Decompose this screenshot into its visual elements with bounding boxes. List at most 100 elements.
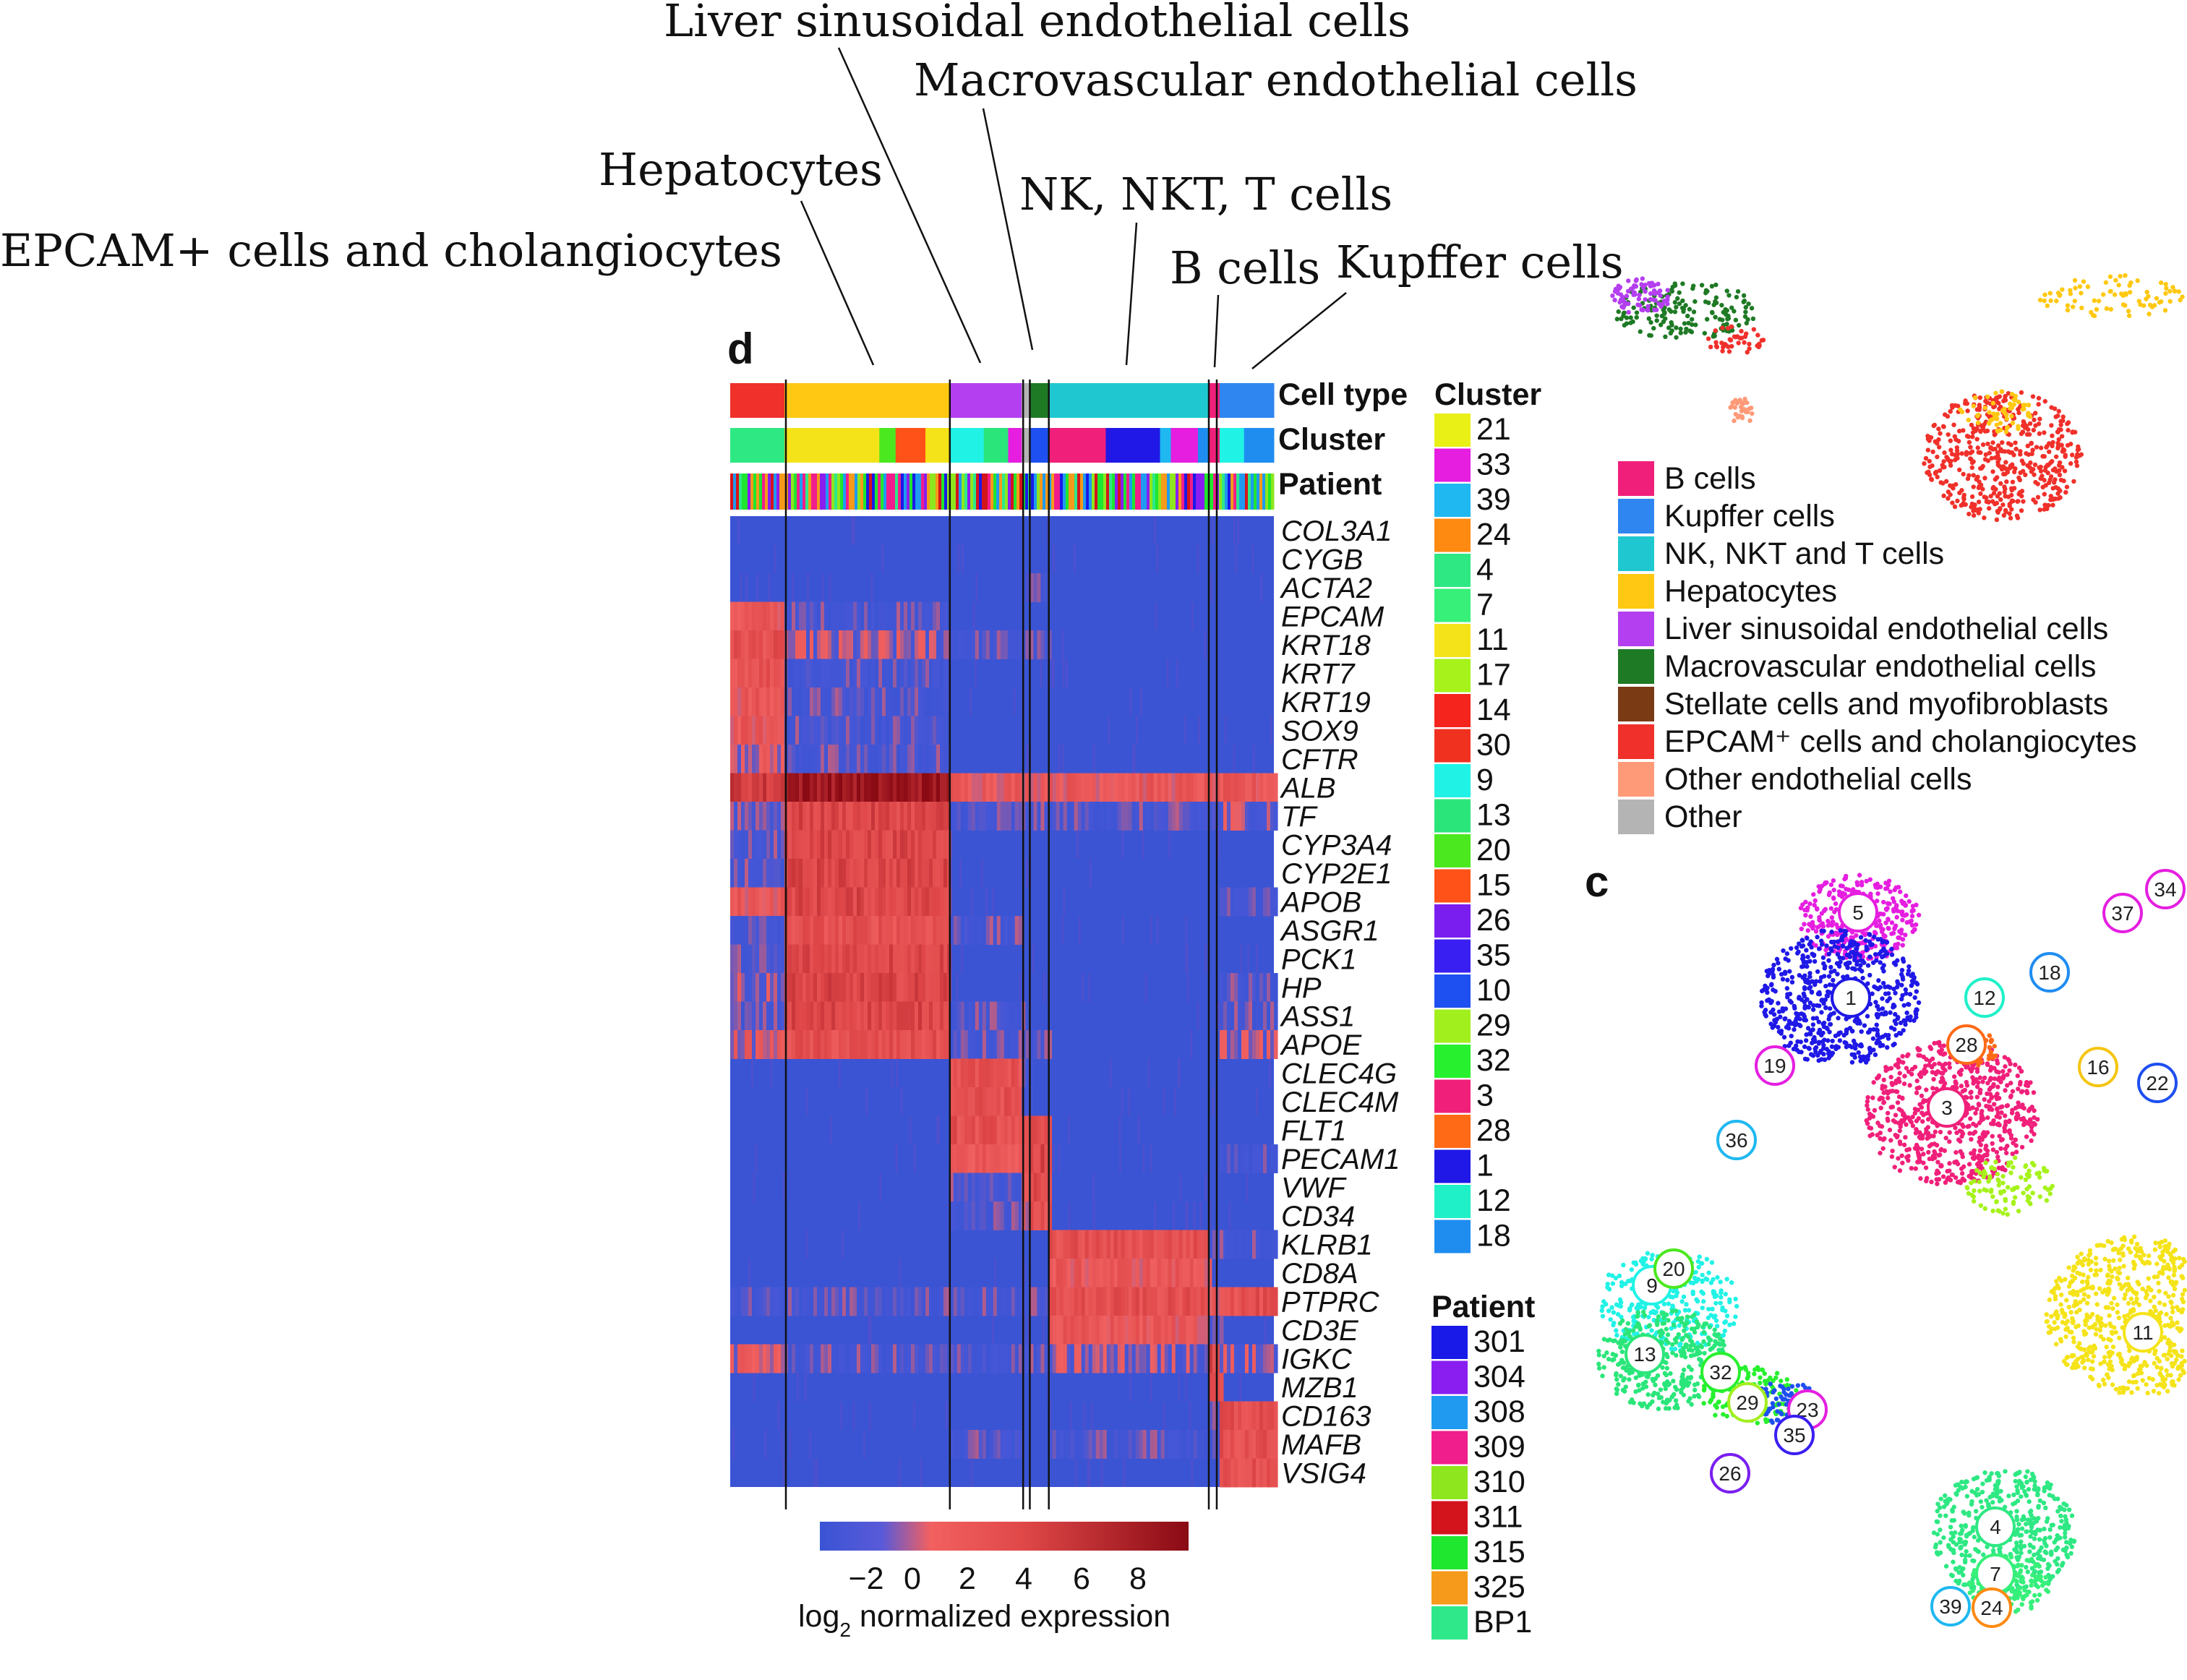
scatter-point: [1942, 1493, 1948, 1499]
scatter-point: [1705, 288, 1710, 294]
scatter-point: [2007, 1068, 2012, 1073]
celltype-legend-label: Liver sinusoidal endothelial cells: [1664, 612, 2108, 646]
scatter-point: [2025, 1193, 2031, 1199]
scatter-point: [1719, 1290, 1724, 1295]
cluster-marker-label: 1: [1845, 987, 1857, 1009]
scatter-point: [2107, 1359, 2113, 1364]
scatter-point: [2008, 515, 2013, 520]
scatter-point: [2094, 1327, 2100, 1332]
scatter-point: [1758, 1380, 1763, 1386]
scatter-point: [2157, 1254, 2162, 1259]
scatter-point: [2065, 303, 2071, 308]
scatter-point: [2151, 1389, 2157, 1394]
celltype-legend-label: NK, NKT and T cells: [1664, 536, 1944, 571]
scatter-point: [2098, 1361, 2103, 1366]
scatter-point: [1674, 325, 1679, 330]
scatter-point: [1804, 1032, 1809, 1037]
scatter-point: [1947, 1139, 1952, 1144]
cluster-marker-circle: [1653, 1248, 1694, 1289]
scatter-point: [2139, 1371, 2144, 1376]
scatter-point: [1626, 278, 1631, 283]
scatter-point: [1699, 1359, 1704, 1364]
scatter-point: [2058, 1513, 2063, 1519]
scatter-point: [2024, 1558, 2029, 1563]
scatter-point: [1985, 400, 1990, 406]
scatter-point: [2048, 1482, 2053, 1488]
scatter-point: [1921, 1152, 1926, 1157]
scatter-point: [2045, 303, 2050, 309]
scatter-point: [2042, 478, 2047, 483]
scatter-point: [1880, 980, 1886, 986]
scatter-point: [2093, 1256, 2099, 1261]
scatter-point: [1637, 1388, 1642, 1393]
scatter-point: [2068, 461, 2073, 466]
scatter-point: [2047, 1493, 2053, 1498]
scatter-point: [2034, 1598, 2040, 1603]
scatter-point: [2136, 1302, 2142, 1308]
scatter-point: [1875, 1032, 1880, 1037]
scatter-point: [1749, 306, 1755, 311]
scatter-point: [2123, 1292, 2128, 1298]
scatter-point: [1621, 1262, 1626, 1268]
scatter-point: [1653, 1376, 1658, 1381]
scatter-point: [2062, 1507, 2067, 1512]
scatter-point: [1957, 467, 1962, 473]
cluster-marker-label: 19: [1763, 1055, 1786, 1077]
scatter-point: [2157, 1300, 2162, 1306]
scatter-point: [1669, 1346, 1674, 1352]
scatter-point: [1673, 1398, 1679, 1403]
scatter-point: [2009, 498, 2015, 503]
scatter-point: [2104, 306, 2110, 312]
scatter-point: [2069, 453, 2075, 458]
scatter-point: [1652, 307, 1657, 312]
scatter-point: [1714, 1333, 1719, 1339]
scatter-point: [2103, 1305, 2109, 1310]
scatter-point: [1896, 981, 1901, 986]
scatter-point: [2004, 416, 2009, 421]
scatter-point: [2150, 1377, 2156, 1382]
scatter-point: [1980, 1504, 1985, 1510]
scatter-point: [2081, 1297, 2087, 1302]
scatter-point: [1626, 309, 1631, 315]
annotation-bars: [730, 383, 1275, 510]
scatter-point: [1938, 480, 1943, 485]
scatter-point: [1782, 969, 1788, 974]
scatter-point: [2084, 1300, 2090, 1306]
scatter-point: [1729, 305, 1734, 310]
scatter-point: [2106, 1278, 2112, 1284]
scatter-point: [1953, 1567, 1959, 1572]
scatter-point: [2058, 1293, 2064, 1298]
scatter-point: [2027, 1549, 2032, 1554]
scatter-point: [1826, 923, 1831, 928]
scatter-point: [1810, 1040, 1815, 1046]
scatter-point: [1995, 429, 2000, 434]
scatter-point: [1640, 1261, 1645, 1267]
annotation-leader-lines: [800, 47, 1347, 369]
scatter-point: [2002, 449, 2008, 454]
scatter-point: [2021, 1517, 2026, 1522]
scatter-point: [2003, 1469, 2008, 1474]
scatter-point: [1818, 974, 1824, 980]
scatter-point: [2011, 453, 2016, 458]
scatter-point: [2055, 1556, 2060, 1561]
scatter-point: [2122, 1237, 2128, 1243]
scatter-point: [2050, 502, 2055, 507]
scatter-point: [1834, 930, 1839, 935]
scatter-point: [1906, 968, 1912, 974]
scatter-point: [1681, 1294, 1687, 1300]
scatter-point: [2154, 1364, 2160, 1370]
scatter-point: [1679, 1374, 1685, 1380]
scatter-point: [2111, 1258, 2116, 1263]
scatter-point: [1656, 1314, 1661, 1319]
scatter-point: [1715, 1274, 1720, 1280]
scatter-point: [1664, 1400, 1669, 1405]
scatter-point: [1916, 1053, 1921, 1058]
scatter-point: [2179, 1274, 2184, 1279]
scatter-point: [2029, 1556, 2034, 1562]
scatter-point: [1712, 1327, 1717, 1332]
scatter-point: [1938, 1043, 1943, 1048]
scatter-point: [2162, 1259, 2167, 1264]
scatter-point: [2033, 500, 2038, 505]
scatter-point: [1915, 1145, 1920, 1150]
cluster-marker-label: 18: [2038, 961, 2060, 984]
